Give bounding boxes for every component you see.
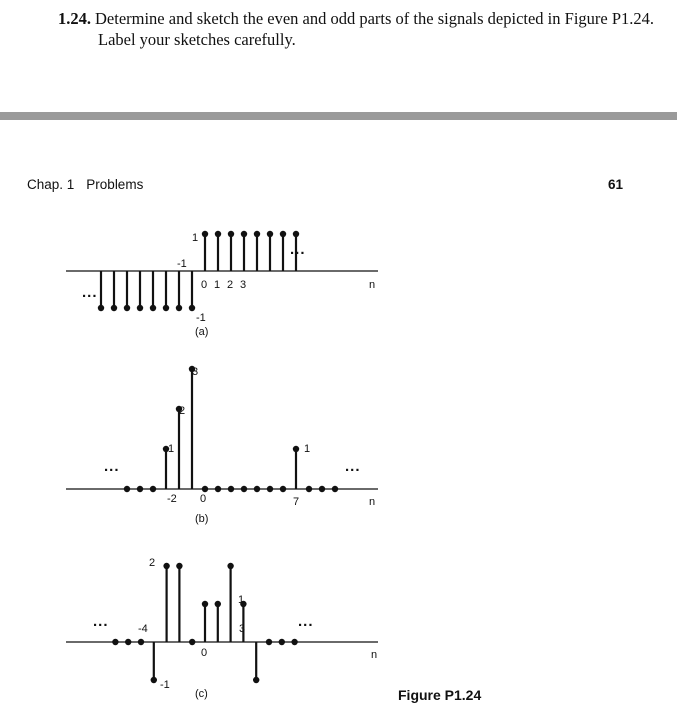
- value-label-b-1-right: 1: [304, 443, 310, 455]
- sample-dot-c-n-3: [163, 562, 170, 570]
- sample-dot-c-n6: [278, 638, 285, 646]
- value-label-b-2: 2: [179, 405, 185, 417]
- sample-dot-a-n1: [214, 230, 222, 238]
- sample-dot-b-n0: [201, 485, 209, 493]
- problem-line-2: Label your sketches carefully.: [98, 30, 296, 49]
- caption-a: (a): [195, 326, 208, 338]
- sample-dot-c-n4: [253, 676, 260, 684]
- sample-dot-a-n-1: [188, 304, 196, 312]
- tick-label-a-1: 1: [214, 279, 220, 291]
- value-label-b-3: 3: [192, 366, 198, 378]
- sample-dot-a-n-4: [149, 304, 157, 312]
- sample-dot-b-n-4: [149, 485, 157, 493]
- sample-dot-a-n-7: [110, 304, 118, 312]
- sample-dot-b-n7: [292, 445, 300, 453]
- sample-dot-a-n5: [266, 230, 274, 238]
- sample-dot-b-n-3: [162, 445, 170, 453]
- sample-dot-c-n-7: [112, 638, 119, 646]
- stems-a: [97, 230, 300, 312]
- problem-number: 1.24.: [58, 9, 91, 28]
- value-label-a-1: 1: [192, 232, 198, 244]
- axis-label-a: n: [369, 279, 375, 291]
- sample-dot-c-n3: [240, 600, 247, 608]
- value-label-c-2: 2: [149, 557, 155, 569]
- axis-label-b: n: [369, 496, 375, 508]
- tick-label-c-0: 0: [201, 647, 207, 659]
- value-label-a-minus1-lower: -1: [196, 312, 206, 324]
- sample-dot-b-n-6: [123, 485, 131, 493]
- sample-dot-c-n-4: [150, 676, 157, 684]
- sample-dot-a-n-5: [136, 304, 144, 312]
- ellipsis-right-a: ...: [290, 241, 306, 258]
- problem-text-1: Determine and sketch the even and odd pa…: [95, 9, 655, 28]
- sample-dot-a-n4: [253, 230, 261, 238]
- sample-dot-c-n5: [265, 638, 273, 646]
- sample-dot-c-n-2: [176, 562, 183, 570]
- sample-dot-b-n5: [266, 485, 274, 493]
- caption-c: (c): [195, 688, 208, 700]
- problem-line-1: 1.24. Determine and sketch the even and o…: [58, 8, 658, 29]
- sample-dot-c-n-5: [137, 638, 145, 646]
- sample-dot-c-n-6: [125, 638, 132, 646]
- sample-dot-c-n2: [227, 562, 234, 570]
- sample-dot-b-n-1: [188, 365, 196, 373]
- value-label-b-1-left: 1: [168, 443, 174, 455]
- page-divider: [0, 112, 677, 120]
- tick-label-a-3: 3: [240, 279, 246, 291]
- sample-dot-a-n-8: [97, 304, 105, 312]
- sample-dot-c-n0: [201, 600, 209, 608]
- sample-dot-c-n-1: [189, 638, 196, 646]
- sample-dot-b-n10: [331, 485, 339, 493]
- running-header: Chap. 1 Problems: [27, 177, 155, 192]
- stems-c: [112, 562, 298, 684]
- sample-dot-c-n7: [291, 638, 298, 646]
- figure-label: Figure P1.24: [398, 687, 482, 703]
- axis-label-c: n: [371, 649, 377, 661]
- sample-dot-b-n4: [253, 485, 261, 493]
- value-label-a-minus1-upper: -1: [177, 258, 187, 270]
- sample-dot-b-n-2: [175, 405, 183, 413]
- tick-label-a-2: 2: [227, 279, 233, 291]
- panel-c: ... ... n -4 0 3 2 1 -1 (c): [66, 557, 378, 700]
- sample-dot-b-n3: [240, 485, 248, 493]
- sample-dot-b-n9: [318, 485, 326, 493]
- sample-dot-b-n-5: [136, 485, 144, 493]
- sample-dot-b-n6: [279, 485, 287, 493]
- stems-b: [123, 365, 339, 493]
- value-label-c-minus1: -1: [160, 679, 170, 691]
- section-label: Problems: [86, 177, 144, 192]
- tick-label-b-minus2: -2: [167, 493, 177, 505]
- sample-dot-a-n-2: [175, 304, 183, 312]
- page-number: 61: [608, 177, 624, 192]
- tick-label-b-7: 7: [293, 496, 299, 508]
- value-label-c-1: 1: [238, 594, 244, 606]
- panel-a: ... ... n 0 1 2 3 1 -1 -1 (a): [66, 230, 378, 338]
- sample-dot-b-n2: [227, 485, 235, 493]
- sample-dot-c-n1: [214, 600, 221, 608]
- sample-dot-a-n-3: [162, 304, 170, 312]
- ellipsis-right-c: ...: [298, 613, 314, 630]
- sample-dot-a-n7: [292, 230, 300, 238]
- panel-b: ... ... n -2 0 7 3 2 1 1 (b): [66, 365, 378, 525]
- ellipsis-left-a: ...: [82, 284, 98, 301]
- tick-label-c-minus4: -4: [138, 623, 148, 635]
- sample-dot-a-n-6: [123, 304, 131, 312]
- caption-b: (b): [195, 513, 208, 525]
- tick-label-c-3: 3: [239, 623, 245, 635]
- ellipsis-right-b: ...: [345, 458, 361, 475]
- ellipsis-left-c: ...: [93, 613, 109, 630]
- chapter-label: Chap. 1: [27, 177, 75, 192]
- tick-label-b-0: 0: [200, 493, 206, 505]
- sample-dot-a-n3: [240, 230, 248, 238]
- sample-dot-b-n8: [305, 485, 313, 493]
- problem-statement: 1.24. Determine and sketch the even and o…: [58, 8, 658, 50]
- sample-dot-a-n2: [227, 230, 235, 238]
- ellipsis-left-b: ...: [104, 458, 120, 475]
- tick-label-a-0: 0: [201, 279, 207, 291]
- sample-dot-a-n6: [279, 230, 287, 238]
- sample-dot-b-n1: [214, 485, 222, 493]
- sample-dot-a-n0: [201, 230, 209, 238]
